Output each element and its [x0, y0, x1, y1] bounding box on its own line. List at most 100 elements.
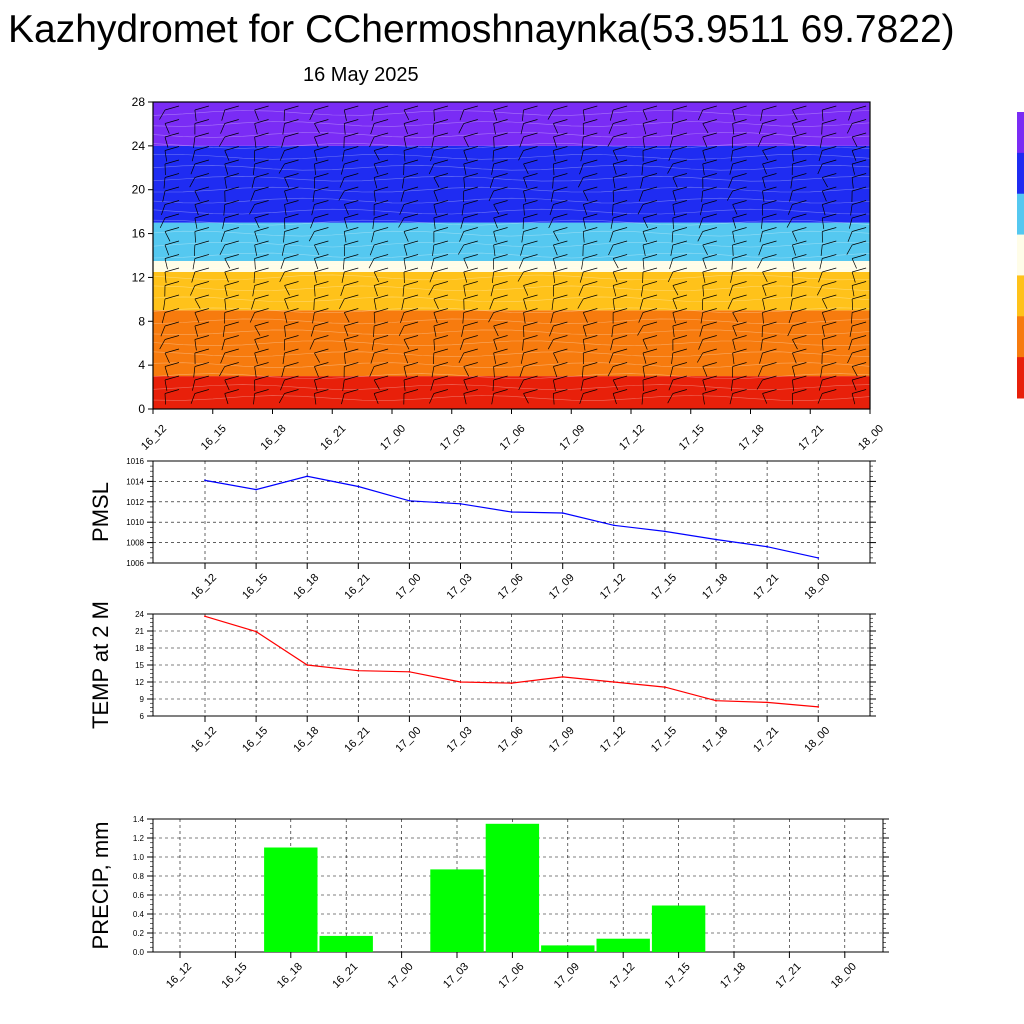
wind-barb: [338, 186, 359, 201]
wind-barb: [283, 227, 299, 243]
wind-barb: [164, 119, 180, 134]
wind-barb: [522, 105, 538, 121]
x-tick-label: 16_18: [259, 423, 289, 453]
data-point: [510, 682, 513, 685]
wind-barb: [194, 321, 209, 337]
x-tick-label: 16_12: [189, 725, 219, 755]
x-tick-label: 16_18: [291, 572, 321, 602]
colorbar-segment: [1017, 193, 1024, 236]
wind-barb: [520, 240, 538, 256]
wind-barb: [729, 389, 747, 405]
wind-barb: [159, 335, 180, 350]
colorbar-segment: [1017, 152, 1024, 195]
wind-barb: [430, 146, 448, 162]
wind-barb: [789, 186, 807, 202]
wind-barb: [581, 132, 598, 148]
wind-barb: [371, 227, 389, 243]
wind-barb: [284, 173, 299, 188]
wind-barb: [493, 335, 508, 351]
y-tick-label: 1.4: [133, 815, 145, 824]
wind-barb: [851, 294, 867, 311]
wind-barb: [492, 375, 508, 392]
wind-barb: [314, 240, 329, 256]
wind-barb: [816, 281, 837, 296]
wind-barb: [373, 389, 389, 404]
contour-line: [153, 263, 870, 270]
wind-barb: [672, 308, 687, 324]
wind-barb: [520, 119, 538, 135]
wind-barb: [192, 254, 209, 270]
wind-barb: [194, 227, 209, 243]
wind-barb: [760, 335, 777, 351]
wind-barb: [462, 308, 478, 324]
wind-barb: [433, 186, 448, 202]
y-tick-label: 24: [135, 610, 144, 619]
wind-barb: [609, 227, 628, 243]
wind-barb: [403, 119, 419, 135]
wind-barb: [220, 119, 239, 134]
wind-barb: [193, 132, 209, 148]
wind-barb: [549, 200, 568, 216]
heatmap-band: [153, 271, 870, 311]
wind-barb: [851, 389, 867, 405]
y-tick-label: 8: [138, 314, 145, 328]
wind-barb: [252, 281, 269, 297]
x-tick-label: 17_18: [718, 961, 748, 991]
wind-barb: [522, 213, 538, 230]
temperature-heatmap-panel: 0 4 8 12 16 20 24 28 16_12 16_15 16_18 16_21 17_00 17…: [132, 95, 886, 453]
wind-barb: [642, 213, 658, 229]
pmsl-panel: 1006 1008 1010 1012 1014 1016 16_12 16_15 16_18 1…: [88, 457, 876, 602]
wind-barb: [190, 159, 209, 175]
wind-barb: [373, 173, 389, 189]
y-tick-label: 1006: [126, 559, 144, 568]
wind-barb: [582, 348, 598, 365]
wind-barb: [582, 335, 598, 351]
y-tick-label: 1.0: [133, 853, 145, 862]
wind-barb: [343, 362, 359, 378]
wind-barb: [672, 186, 687, 202]
wind-barb: [310, 213, 329, 229]
wind-barb: [791, 281, 807, 297]
data-point: [766, 545, 768, 548]
wind-barb: [403, 240, 419, 256]
y-tick-label: 28: [132, 95, 146, 109]
wind-barb: [373, 294, 389, 310]
wind-barb: [851, 308, 867, 324]
wind-barb: [373, 159, 389, 175]
wind-barb: [670, 240, 687, 256]
wind-barb: [254, 321, 269, 336]
wind-barb: [523, 294, 538, 310]
wind-barb: [459, 335, 478, 351]
wind-barb: [463, 362, 478, 377]
wind-barb: [493, 119, 508, 135]
wind-barb: [757, 254, 777, 269]
wind-barb: [851, 281, 867, 297]
precip-bar: [651, 905, 706, 952]
wind-barb: [756, 375, 777, 390]
wind-barb: [194, 294, 209, 309]
wind-barb: [757, 362, 777, 377]
wind-barb: [637, 200, 658, 215]
wind-barb: [519, 362, 538, 378]
wind-barb: [314, 389, 329, 405]
wind-barb: [639, 294, 658, 310]
wind-barb: [642, 146, 658, 162]
heatmap-band: [153, 102, 870, 146]
wind-barb: [550, 186, 568, 202]
contour-line: [153, 208, 870, 215]
data-point: [766, 701, 768, 704]
wind-barb: [341, 267, 359, 283]
wind-barb: [553, 240, 568, 256]
wind-barb: [612, 375, 628, 391]
wind-barb: [642, 132, 658, 148]
wind-barb: [729, 159, 747, 175]
wind-barb: [702, 389, 717, 405]
wind-barb: [281, 132, 299, 148]
wind-barb: [641, 389, 658, 405]
wind-barb: [702, 159, 717, 175]
wind-barb: [642, 348, 658, 364]
wind-barb: [551, 294, 568, 310]
wind-barb: [759, 348, 777, 364]
wind-barb: [461, 200, 478, 216]
wind-barb: [762, 200, 777, 216]
